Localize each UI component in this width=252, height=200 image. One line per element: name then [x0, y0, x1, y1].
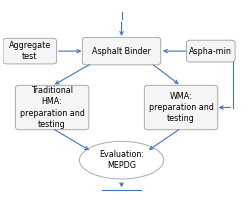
Text: Asphalt Binder: Asphalt Binder [92, 47, 150, 56]
FancyBboxPatch shape [15, 85, 88, 130]
Text: Aggregate
test: Aggregate test [9, 41, 51, 61]
Text: Traditional
HMA:
preparation and
testing: Traditional HMA: preparation and testing [20, 86, 84, 129]
Text: WMA:
preparation and
testing: WMA: preparation and testing [148, 92, 213, 123]
FancyBboxPatch shape [186, 40, 234, 62]
FancyBboxPatch shape [144, 85, 217, 130]
FancyBboxPatch shape [3, 38, 56, 64]
FancyBboxPatch shape [82, 37, 160, 65]
Text: Aspha-min: Aspha-min [188, 47, 231, 56]
Text: Evaluation:
MEPDG: Evaluation: MEPDG [99, 150, 143, 170]
Ellipse shape [79, 141, 163, 179]
